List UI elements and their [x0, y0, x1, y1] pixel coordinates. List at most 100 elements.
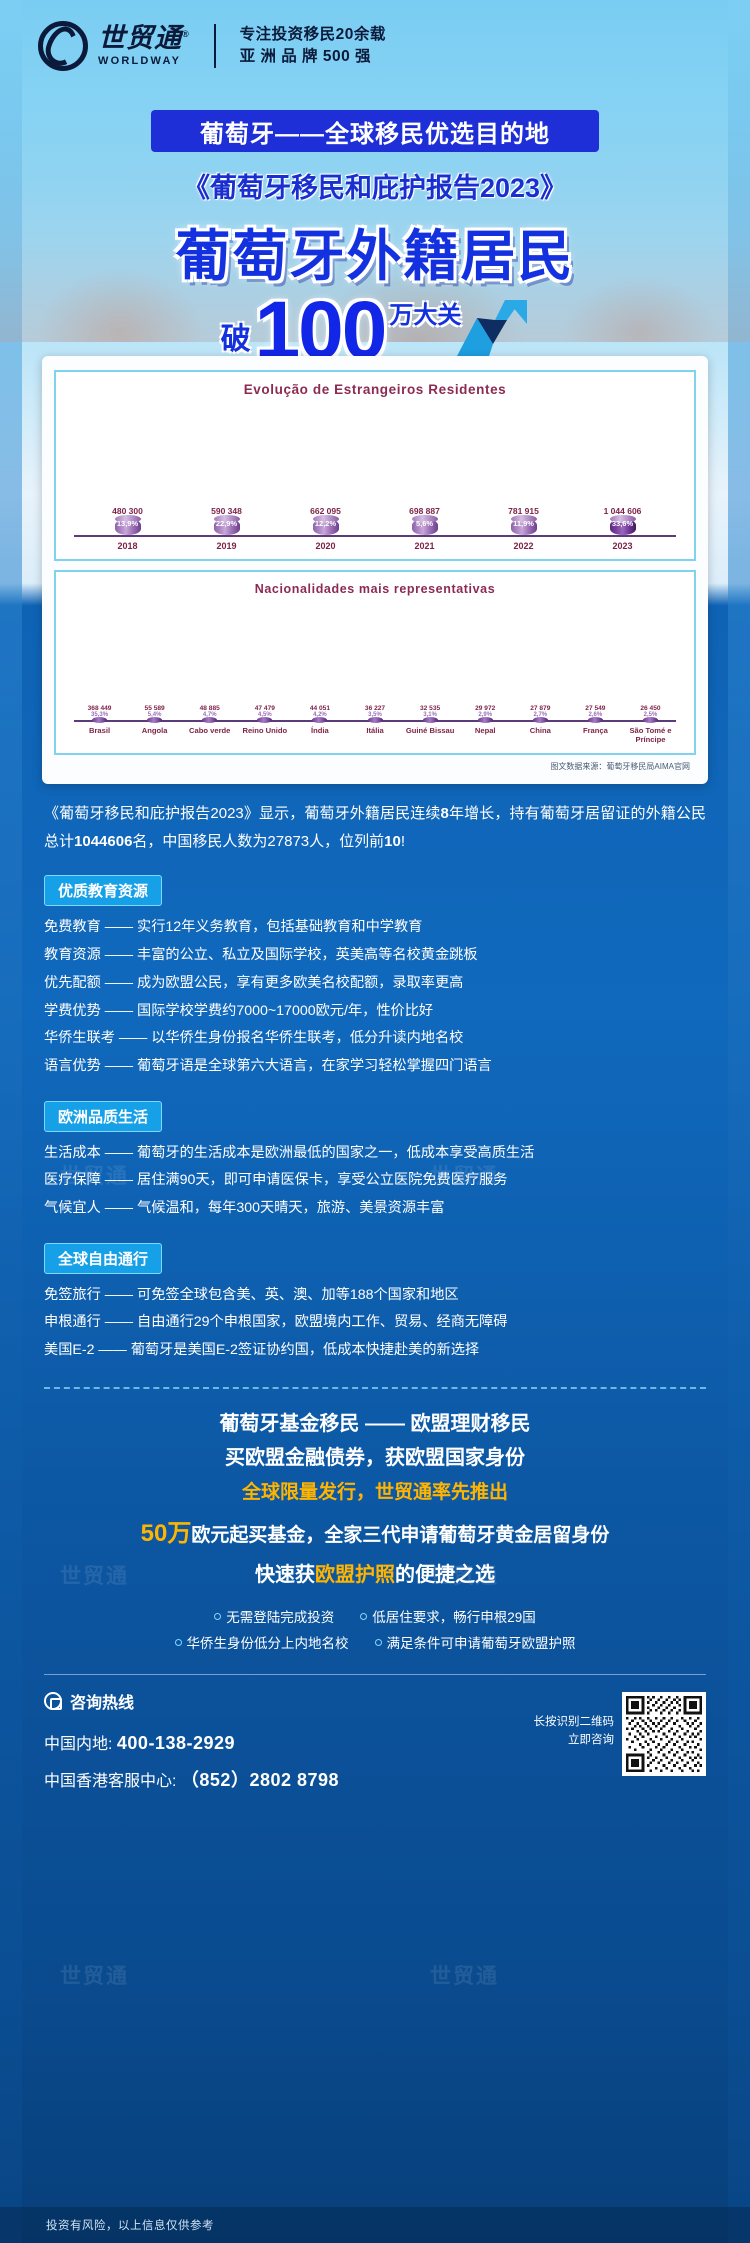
footer-disclaimer: 投资有风险，以上信息仅供参考 — [46, 2220, 214, 2232]
logo-english-name: WORLDWAY — [98, 55, 182, 67]
bar-growth-label: 22,9% — [215, 519, 238, 528]
bar-item: 781 915 11,9% — [474, 506, 573, 535]
contact-hk-number[interactable]: （852）2802 8798 — [180, 1770, 340, 1791]
contact-mainland-label: 中国内地: — [44, 1736, 113, 1754]
contact-hk: 中国香港客服中心: （852）2802 8798 — [44, 1762, 706, 1799]
section-travel-line: 美国E-2 —— 葡萄牙是美国E-2签证协约国，低成本快捷赴美的新选择 — [44, 1342, 480, 1359]
bar-cylinder: 33,6% — [609, 515, 636, 535]
promo-block: 葡萄牙基金移民 —— 欧盟理财移民 买欧盟金融债券，获欧盟国家身份 全球限量发行… — [44, 1407, 706, 1653]
section-education-line: 优先配额 —— 成为欧盟公民，享有更多欧美名校配额，录取率更高 — [44, 974, 464, 991]
x-tick-label: Brasil — [88, 726, 111, 735]
bar-value-label: 47 479 — [254, 705, 275, 712]
chart-evolucao-title: Evolução de Estrangeiros Residentes — [243, 382, 507, 397]
lead-text-2: 年增长，持有葡萄牙居留证的外籍公民总计 — [44, 804, 706, 850]
bar-pct-label: 3,5% — [368, 712, 382, 718]
section-lifestyle-heading: 欧洲品质生活 — [44, 1100, 163, 1132]
tagline-line-1: 专注投资移民20余载 — [239, 25, 386, 43]
contact-mainland-number[interactable]: 400-138-2929 — [116, 1733, 236, 1754]
section-lifestyle-line: 医疗保障 —— 居住满90天，即可申请医保卡，享受公立医院免费医疗服务 — [44, 1172, 508, 1189]
bar-value-label: 32 535 — [420, 705, 441, 712]
bar-growth-label: 5,6% — [415, 519, 434, 528]
chart-nacionalidades-xlabels: Brasil Angola Cabo verde Reino Unido Índ… — [64, 722, 686, 747]
x-tick-label: São Tomé e Príncipe — [629, 726, 672, 745]
bar-pct-label: 35,3% — [91, 712, 109, 718]
bar-item: 698 887 5,6% — [375, 506, 474, 535]
contact-divider — [44, 1674, 706, 1676]
bar-growth-label: 11,9% — [513, 519, 534, 528]
worldway-logo-icon — [38, 21, 88, 71]
chart-source-note: 图文数据来源：葡萄牙移民局AIMA官网 — [550, 761, 690, 771]
bar-growth-label: 12,2% — [314, 519, 337, 528]
bar-pct-label: 2,9% — [478, 712, 493, 718]
brand-logo: 世贸通® WORLDWAY 专注投资移民20余载 亚 洲 品 牌 500 强 — [38, 21, 386, 71]
promo-bullet-item: 无需登陆完成投资 — [214, 1606, 334, 1626]
bar-pct-label: 2,6% — [588, 712, 603, 718]
registered-mark-icon: ® — [182, 29, 190, 39]
bar-cylinder: 13,9% — [114, 515, 141, 535]
bar-value-label: 44 051 — [309, 705, 330, 712]
lead-bold-rank: 10 — [384, 832, 401, 850]
chart-nacionalidades-bars: 368 449 35,3% 55 589 5,4% 48 885 4,7% 47 47… — [64, 602, 686, 723]
qr-caption-line-2: 立即咨询 — [568, 1734, 614, 1747]
hotline-row: 咨询热线 — [44, 1689, 706, 1713]
x-tick-label: 2023 — [612, 541, 633, 551]
bar-item: 44 051 4,2% — [292, 705, 347, 723]
bar-pct-label: 4,2% — [313, 712, 327, 718]
bar-item: 29 972 2,9% — [458, 705, 513, 723]
watermark: 世贸通 — [60, 1965, 129, 1988]
bar-value-label: 26 450 — [640, 705, 661, 712]
qr-code-icon — [626, 1696, 702, 1773]
section-divider — [44, 1386, 706, 1389]
section-education-line: 华侨生联考 —— 以华侨生身份报名华侨生联考，低分升读内地名校 — [44, 1030, 464, 1047]
qr-code-image[interactable] — [622, 1692, 706, 1777]
promo-line-1: 葡萄牙基金移民 —— 欧盟理财移民 — [219, 1412, 531, 1435]
x-tick-label: Guiné Bissau — [405, 726, 455, 735]
bar-item: 36 227 3,5% — [347, 705, 402, 723]
logo-divider — [213, 24, 216, 68]
bar-item: 662 095 12,2% — [276, 506, 375, 535]
bar-item: 590 348 22,9% — [177, 506, 276, 535]
hero-section: 葡萄牙——全球移民优选目的地 《葡萄牙移民和庇护报告2023》 葡萄牙外籍居民 … — [0, 110, 750, 372]
x-tick-label: Angola — [141, 726, 168, 735]
x-tick-label: Itália — [366, 726, 384, 735]
bar-value-label: 1 044 606 — [603, 506, 642, 516]
lead-text-4: ! — [400, 832, 405, 850]
section-travel-line: 免签旅行 —— 可免签全球包含美、英、澳、加等188个国家和地区 — [44, 1286, 459, 1303]
x-tick-label: Cabo verde — [189, 726, 231, 735]
milestone-unit: 万大关 — [389, 302, 462, 330]
tagline-line-2: 亚 洲 品 牌 500 强 — [239, 48, 372, 65]
lead-text-3: 名，中国移民人数为27873人，位列前 — [132, 832, 385, 850]
promo-line-5-post: 的便捷之选 — [395, 1564, 495, 1587]
contact-hk-label: 中国香港客服中心: — [44, 1773, 177, 1791]
bar-item: 368 449 35,3% — [72, 705, 127, 723]
bar-growth-label: 13,9% — [116, 519, 139, 528]
bar-value-label: 27 879 — [530, 705, 551, 712]
promo-bullet-label: 低居住要求，畅行申根29国 — [372, 1610, 536, 1626]
bar-item: 32 535 3,1% — [403, 705, 458, 723]
milestone-prefix: 破 — [220, 323, 251, 357]
section-lifestyle-line: 生活成本 —— 葡萄牙的生活成本是欧洲最低的国家之一，低成本享受高质生活 — [44, 1144, 535, 1161]
bullet-dot-icon — [174, 1638, 182, 1646]
bar-item: 480 300 13,9% — [78, 506, 177, 535]
section-education: 优质教育资源 免费教育 —— 实行12年义务教育，包括基础教育和中学教育 教育资… — [44, 875, 706, 1080]
hero-badge: 葡萄牙——全球移民优选目的地 — [151, 110, 599, 152]
bar-pct-label: 5,4% — [147, 712, 162, 718]
promo-bullet-label: 满足条件可申请葡萄牙欧盟护照 — [386, 1636, 576, 1652]
page-footer: 投资有风险，以上信息仅供参考 — [0, 2207, 750, 2243]
phone-icon — [44, 1692, 62, 1711]
bar-item: 26 450 2,5% — [623, 705, 678, 723]
growth-arrow-icon — [457, 300, 528, 357]
bar-pct-label: 3,1% — [423, 712, 437, 718]
bar-cylinder: 22,9% — [213, 515, 240, 535]
section-lifestyle: 欧洲品质生活 生活成本 —— 葡萄牙的生活成本是欧洲最低的国家之一，低成本享受高… — [44, 1100, 706, 1223]
report-title: 《葡萄牙移民和庇护报告2023》 — [182, 173, 568, 203]
qr-code-block[interactable] — [622, 1692, 706, 1777]
lead-bold-total: 1044606 — [74, 832, 133, 850]
bar-value-label: 480 300 — [112, 506, 143, 516]
qr-caption-line-1: 长按识别二维码 — [533, 1716, 615, 1729]
x-tick-label: 2020 — [315, 541, 336, 551]
section-lifestyle-line: 气候宜人 —— 气候温和，每年300天晴天，旅游、美景资源丰富 — [44, 1199, 445, 1216]
hero-badge-label: 葡萄牙——全球移民优选目的地 — [200, 120, 550, 148]
bar-pct-label: 2,7% — [533, 712, 548, 718]
